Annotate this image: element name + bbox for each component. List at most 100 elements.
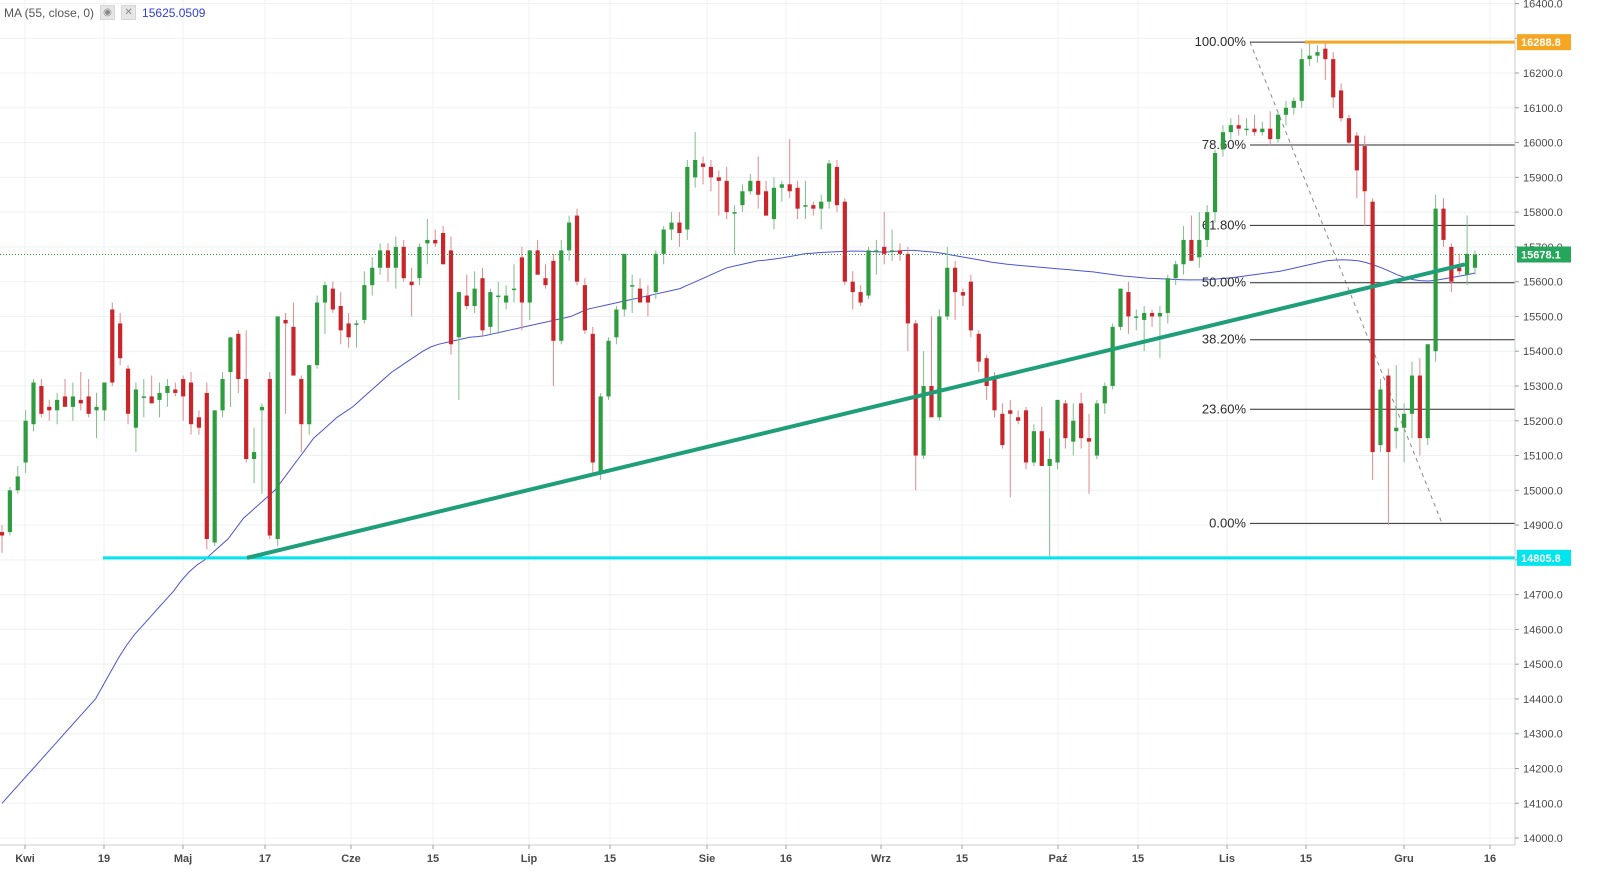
candle-body [346, 323, 351, 338]
candle-body [70, 396, 75, 407]
candle-body [1071, 420, 1076, 442]
candle-body [1016, 417, 1021, 421]
x-tick-label: 15 [427, 853, 439, 865]
candle-body [141, 396, 146, 398]
candle-body [212, 410, 217, 543]
x-tick-label: Gru [1394, 853, 1414, 865]
fib-level-label: 23.60% [1202, 401, 1247, 416]
candle-body [811, 205, 816, 209]
ma-line [1, 249, 1476, 804]
candle-body [1307, 55, 1312, 60]
candle-body [307, 365, 312, 425]
x-tick-label: 17 [259, 853, 271, 865]
candle-body [897, 250, 903, 254]
candle-body [614, 309, 619, 338]
candle-body [464, 295, 469, 307]
candle-body [188, 382, 194, 425]
candle-body [1220, 132, 1226, 150]
candle-body [763, 191, 769, 216]
candle-body [937, 316, 942, 418]
candle-body [62, 396, 68, 407]
candle-body [653, 253, 658, 293]
y-tick-label: 14600.0 [1523, 624, 1563, 636]
time-axis: Kwi 19 Maj 17 Cze 15 Lip 15 Sie 16 Wrz 15 Paź 15 Lis 15… [0, 844, 1610, 883]
candle-body [519, 257, 524, 303]
candle-body [1134, 316, 1139, 318]
candle-body [1386, 375, 1391, 453]
price-tag-high-box [1517, 34, 1571, 51]
candle-body [1417, 375, 1422, 439]
candle-body [960, 292, 966, 296]
candle-body [606, 340, 611, 397]
y-tick-label: 16200.0 [1523, 68, 1563, 80]
close-icon[interactable]: ✕ [121, 5, 137, 20]
candle-body [582, 285, 587, 331]
candle-body [685, 166, 690, 230]
candle-body [622, 253, 627, 310]
candle-body [1268, 128, 1273, 140]
price-tag-support-box [1517, 549, 1571, 566]
y-tick-label: 15200.0 [1523, 416, 1563, 428]
candle-body [724, 180, 729, 213]
candle-body [874, 250, 879, 252]
price-tag-last-box [1517, 246, 1571, 263]
candle-body [945, 267, 950, 317]
candle-body [1402, 413, 1407, 428]
candle-body [803, 205, 808, 207]
candle-body [362, 285, 367, 320]
candle-body [425, 239, 430, 244]
candle-body [771, 187, 777, 220]
candle-body [1189, 239, 1194, 261]
candle-body [756, 180, 761, 195]
candle-body [1362, 146, 1367, 192]
y-tick-label: 16400.0 [1523, 0, 1563, 10]
moving-average-layer [1, 249, 1476, 804]
candle-body [1394, 427, 1399, 432]
candle-body [953, 267, 958, 293]
fib-level-label: 61.80% [1202, 217, 1247, 232]
y-tick-label: 14200.0 [1523, 763, 1563, 775]
candle-body [1023, 410, 1029, 463]
y-tick-label: 15300.0 [1523, 381, 1563, 393]
candle-body [86, 396, 91, 414]
candle-body [480, 278, 485, 331]
candle-body [866, 250, 871, 296]
candle-body [1425, 344, 1430, 439]
candle-body [1441, 208, 1446, 240]
y-tick-label: 16100.0 [1523, 103, 1563, 115]
candle-body [1149, 312, 1155, 317]
candle-body [456, 292, 461, 338]
candle-body [1118, 288, 1123, 327]
candle-body [630, 285, 635, 287]
x-tick-label: Kwi [15, 853, 35, 865]
y-tick-label: 14000.0 [1523, 833, 1563, 845]
x-tick-label: Lip [521, 853, 538, 865]
eye-icon[interactable]: ◉ [100, 5, 116, 20]
time-axis-bg [0, 845, 1610, 883]
x-tick-label: 15 [604, 853, 616, 865]
fib-level-label: 50.00% [1202, 275, 1247, 290]
candle-body [590, 333, 595, 463]
candle-body [228, 337, 233, 373]
y-tick-label: 15500.0 [1523, 311, 1563, 323]
candle-body [1354, 135, 1359, 171]
candle-body [574, 215, 580, 282]
x-tick-label: Sie [699, 853, 716, 865]
candle-body [905, 253, 910, 324]
candle-body [787, 184, 792, 192]
candle-body [1457, 267, 1462, 272]
candle-body [409, 281, 414, 286]
candle-body [1181, 239, 1186, 265]
candle-body [1000, 413, 1005, 446]
candle-body [330, 288, 335, 310]
candle-body [47, 406, 52, 411]
candle-body [94, 406, 99, 411]
candle-body [1142, 312, 1147, 320]
price-axis: 14000.0 14100.0 14200.0 14300.0 14400.0 14500… [1514, 0, 1610, 883]
candle-body [1086, 438, 1092, 442]
candle-body [842, 201, 847, 282]
y-tick-label: 15100.0 [1523, 451, 1563, 463]
candle-body [1165, 278, 1170, 313]
